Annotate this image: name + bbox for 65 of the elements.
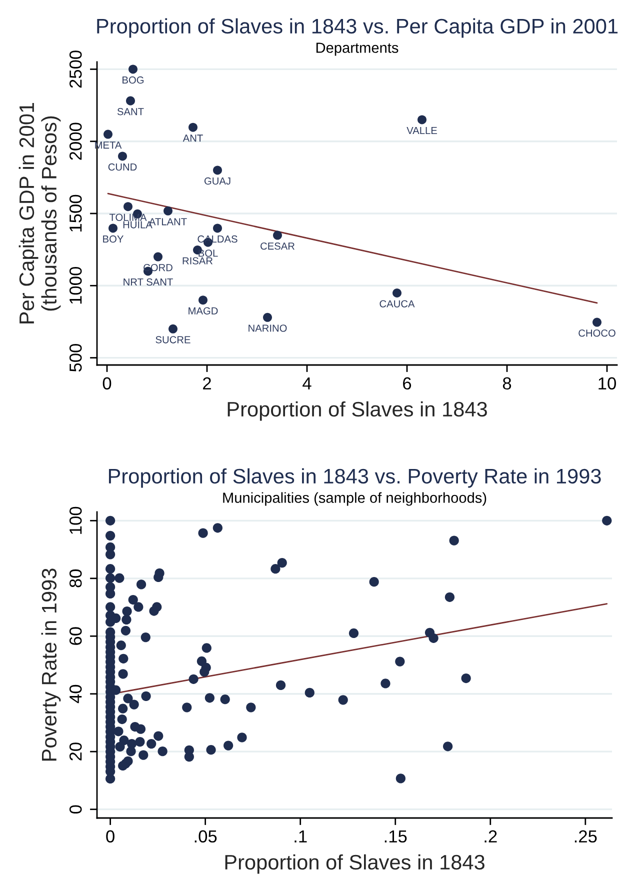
y-tick-label: 2000	[69, 122, 82, 160]
annotation: SUCRE	[156, 336, 190, 344]
point	[213, 224, 222, 233]
annotation: SANT	[117, 108, 144, 116]
y-tick-label: 1000	[69, 267, 82, 304]
annotation: CAUCA	[380, 300, 415, 308]
annotation: BOG	[122, 76, 144, 84]
annotation: NRT SANT	[124, 278, 173, 286]
annotation: GUAJ	[204, 177, 230, 185]
chart-subtitle: Departments	[316, 42, 398, 56]
annotation: CESAR	[260, 242, 294, 250]
annotation: CUND	[108, 163, 137, 171]
x-tick-label: 2	[203, 377, 211, 390]
y-tick-label: 80	[69, 569, 82, 588]
point	[164, 206, 172, 216]
annotation: RISAR	[182, 257, 213, 264]
point	[263, 312, 272, 322]
x-tick-label: 0	[102, 377, 112, 390]
y-axis-title: Poverty Rate in 1993	[41, 568, 61, 761]
annotation: NARINO	[248, 324, 287, 332]
point	[188, 122, 198, 132]
annotation: BOY	[103, 235, 124, 243]
y-tick-label: 40	[69, 684, 82, 704]
y-axis-title: Per Capita GDP in 2001 (thousands of Pesos)	[18, 102, 61, 324]
y-tick-label: 100	[69, 506, 82, 534]
chart-subtitle: Municipalities (sample of neighborhoods)	[223, 492, 486, 506]
chart-title: Proportion of Slaves in 1843 vs. Per Capita GDP in 2001	[97, 18, 618, 38]
annotation: ANT	[182, 134, 203, 142]
x-tick-label: .25	[574, 830, 597, 843]
y-tick-label: 500	[69, 344, 82, 372]
x-tick-label: 10	[598, 377, 616, 390]
annotation: BOL	[198, 250, 218, 257]
chart-title: Proportion of Slaves in 1843 vs. Poverty Rate in 1993	[108, 468, 601, 488]
annotation: VALLE	[406, 127, 437, 134]
point	[273, 230, 282, 240]
x-axis-title: Proportion of Slaves in 1843	[228, 401, 487, 421]
x-tick-label: .05	[194, 830, 217, 843]
y-tick-label: 2500	[69, 50, 82, 88]
point	[108, 224, 118, 233]
x-tick-label: .15	[384, 830, 407, 843]
annotation: CHOCO	[578, 330, 616, 337]
x-tick-label: .2	[484, 830, 497, 842]
x-tick-label: .1	[294, 830, 307, 842]
point	[198, 296, 208, 305]
point	[126, 96, 135, 106]
x-tick-label: 4	[302, 377, 312, 390]
point	[213, 166, 222, 175]
point	[418, 115, 426, 124]
y-tick-label: 1500	[69, 194, 82, 232]
y-tick-label: 60	[69, 627, 82, 645]
point	[392, 288, 402, 298]
y-tick-label: 20	[69, 742, 82, 760]
point	[104, 130, 112, 139]
x-tick-label: 6	[403, 377, 412, 390]
x-axis-title: Proportion of Slaves in 1843	[225, 854, 484, 874]
point	[128, 64, 138, 74]
point	[118, 152, 127, 161]
y-tick-label: 0	[69, 805, 82, 814]
point	[168, 324, 178, 334]
annotation: MAGD	[188, 307, 218, 314]
x-tick-label: 0	[106, 830, 114, 843]
x-tick-label: 8	[502, 377, 512, 390]
point	[124, 202, 132, 212]
point	[154, 252, 162, 262]
point	[592, 318, 602, 327]
